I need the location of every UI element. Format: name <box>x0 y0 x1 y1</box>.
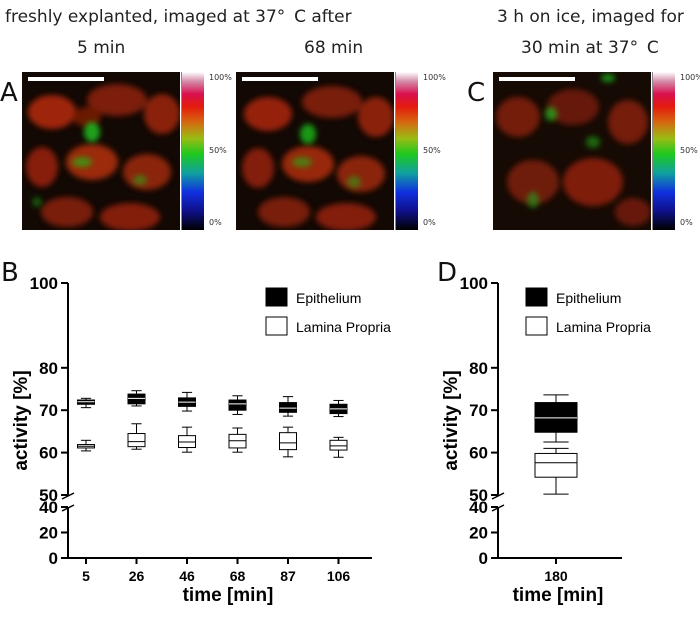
lamina-propria-box <box>127 433 146 448</box>
y-tick-label: 80 <box>39 359 58 378</box>
colorbar-b: 100% 50% 0% <box>395 72 446 230</box>
y-tick-label: 100 <box>460 274 488 293</box>
lamina-propria-box <box>279 432 297 451</box>
x-axis-label: time [min] <box>183 585 274 606</box>
y-tick-label: 80 <box>469 359 488 378</box>
legend-label-lamina-propria: Lamina Propria <box>556 319 651 335</box>
y-tick-label: 100 <box>30 274 58 293</box>
epithelium-box <box>127 393 146 405</box>
legend-swatch-lamina-propria <box>265 316 288 336</box>
panel-label-b: B <box>1 258 19 288</box>
header-image-b-time: 68 min <box>304 38 364 58</box>
y-axis-label: activity [%] <box>11 370 32 470</box>
y-tick-label: 20 <box>469 524 488 543</box>
y-tick-label: 40 <box>39 498 58 517</box>
chart-b-activity-over-time: 50 60 70 80 100 0 20 40 activity [%] 5 26 46 68 87 106… <box>11 274 391 606</box>
y-tick-label: 70 <box>469 401 488 420</box>
x-tick-label: 106 <box>327 568 351 584</box>
colorbar-b-tick-0: 0% <box>423 218 436 227</box>
header-group-ab: freshly explanted, imaged at 37° C after <box>5 7 352 27</box>
y-tick-label: 60 <box>469 444 488 463</box>
y-tick-label: 50 <box>39 486 58 505</box>
header-image-a-time: 5 min <box>77 38 126 58</box>
colorbar-a: 100% 50% 0% <box>181 72 232 230</box>
lamina-propria-box <box>534 452 578 478</box>
y-tick-label: 0 <box>479 549 488 568</box>
legend-label-epithelium: Epithelium <box>556 290 621 306</box>
x-tick-label: 26 <box>129 568 145 584</box>
colorbar-c-tick-0: 0% <box>680 218 693 227</box>
y-tick-label: 20 <box>39 524 58 543</box>
x-axis-label: time [min] <box>513 585 604 606</box>
colorbar-c: 100% 50% 0% <box>652 72 700 230</box>
y-axis-label: activity [%] <box>441 370 462 470</box>
x-tick-label: 68 <box>230 568 246 584</box>
lamina-propria-box <box>329 439 348 451</box>
legend-swatch-lamina-propria <box>525 316 548 336</box>
x-tick-label: 87 <box>280 568 296 584</box>
colorbar-b-tick-100: 100% <box>423 73 446 82</box>
legend-label-epithelium: Epithelium <box>296 290 361 306</box>
colorbar-a-tick-0: 0% <box>209 218 222 227</box>
epithelium-box <box>228 399 247 411</box>
x-tick-label: 180 <box>544 568 568 584</box>
colorbar-c-tick-50: 50% <box>680 146 698 155</box>
colorbar-a-tick-100: 100% <box>209 73 232 82</box>
legend-swatch-epithelium <box>265 287 288 307</box>
colorbar-b-tick-50: 50% <box>423 146 441 155</box>
x-tick-label: 5 <box>82 568 90 584</box>
panel-label-c: C <box>467 78 486 108</box>
y-tick-label: 40 <box>469 498 488 517</box>
y-tick-label: 50 <box>469 486 488 505</box>
y-tick-label: 70 <box>39 401 58 420</box>
colorbar-c-tick-100: 100% <box>680 73 700 82</box>
x-tick-label: 46 <box>179 568 195 584</box>
micrograph-b <box>236 72 394 230</box>
y-tick-label: 60 <box>39 444 58 463</box>
epithelium-box <box>279 402 297 413</box>
header-group-c-line1: 3 h on ice, imaged for <box>497 7 684 27</box>
micrograph-c <box>493 72 651 230</box>
legend-swatch-epithelium <box>525 287 548 307</box>
header-group-c-line2: 30 min at 37° C <box>521 38 659 58</box>
micrograph-a <box>22 72 180 230</box>
colorbar-a-tick-50: 50% <box>209 146 227 155</box>
panel-label-d: D <box>437 258 458 288</box>
legend-label-lamina-propria: Lamina Propria <box>296 319 391 335</box>
panel-label-a: A <box>0 78 18 108</box>
y-tick-label: 0 <box>49 549 58 568</box>
